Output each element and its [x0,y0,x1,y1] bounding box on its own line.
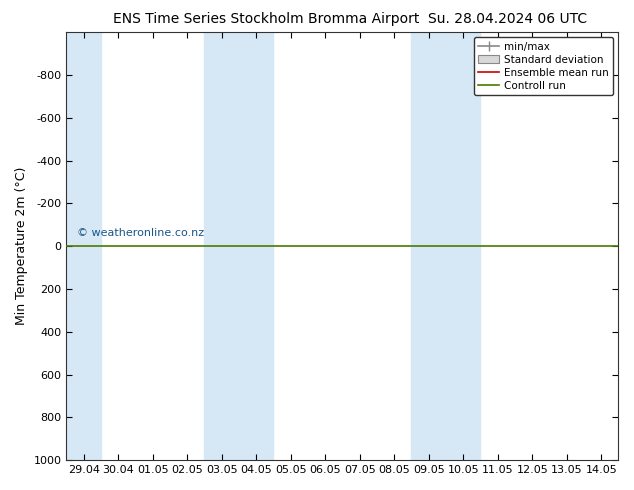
Text: © weatheronline.co.nz: © weatheronline.co.nz [77,227,205,238]
Legend: min/max, Standard deviation, Ensemble mean run, Controll run: min/max, Standard deviation, Ensemble me… [474,37,613,95]
Bar [239,32,273,460]
Bar [204,32,239,460]
Bar [67,32,101,460]
Bar [411,32,446,460]
Text: Su. 28.04.2024 06 UTC: Su. 28.04.2024 06 UTC [428,12,586,26]
Text: ENS Time Series Stockholm Bromma Airport: ENS Time Series Stockholm Bromma Airport [113,12,420,26]
Bar [446,32,481,460]
Y-axis label: Min Temperature 2m (°C): Min Temperature 2m (°C) [15,167,28,325]
